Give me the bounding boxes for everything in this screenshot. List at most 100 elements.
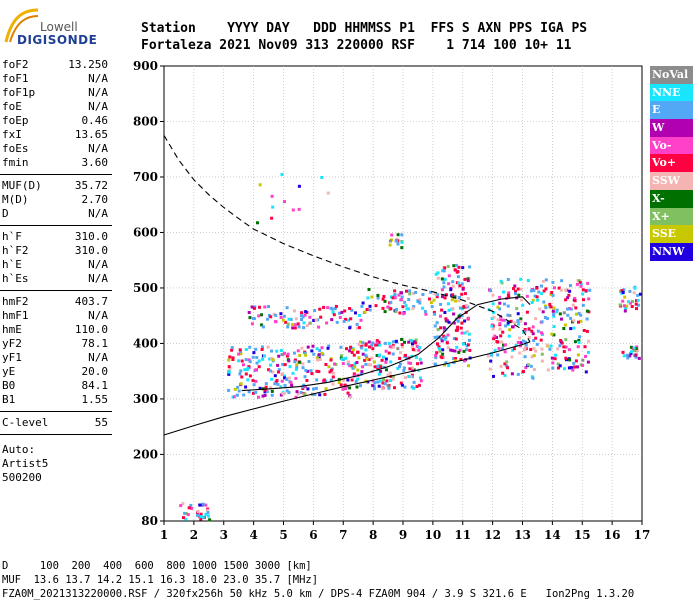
echo-point <box>239 350 242 353</box>
echo-point <box>566 296 570 300</box>
echo-point <box>233 387 237 391</box>
echo-point <box>518 351 522 355</box>
echo-point <box>311 344 315 348</box>
echo-point <box>382 355 385 359</box>
echo-point <box>396 242 400 246</box>
echo-point <box>556 362 560 366</box>
echo-point <box>236 385 240 389</box>
echo-point <box>227 365 231 369</box>
echo-point <box>437 347 441 351</box>
echo-point <box>383 299 387 303</box>
echo-point <box>410 354 414 358</box>
param-row-fof1: foF1 N/A <box>0 72 112 86</box>
x-tick-label: 10 <box>425 528 442 542</box>
echo-point <box>387 351 391 355</box>
echo-point <box>302 383 306 387</box>
echo-point <box>582 329 586 332</box>
echo-point <box>515 307 519 311</box>
echo-point <box>377 372 381 376</box>
echo-point <box>585 309 589 313</box>
echo-point <box>385 379 389 383</box>
echo-point <box>490 324 494 328</box>
echo-point <box>401 305 405 309</box>
param-row-b0: B0 84.1 <box>0 379 112 393</box>
param-row-yf1: yF1 N/A <box>0 351 112 365</box>
echo-point <box>295 390 299 394</box>
echo-point <box>315 347 319 351</box>
echo-point <box>274 320 278 324</box>
echo-point <box>433 292 437 296</box>
echo-point <box>584 370 588 374</box>
echo-point <box>386 384 390 388</box>
echo-point <box>239 352 243 356</box>
echo-point <box>294 317 298 321</box>
echo-point <box>412 340 416 344</box>
echo-point <box>391 375 395 379</box>
echo-point <box>407 375 411 378</box>
echo-point <box>524 340 527 344</box>
echo-point <box>276 382 280 386</box>
param-value: 55 <box>94 416 108 429</box>
echo-point <box>403 300 407 304</box>
echo-point <box>577 320 580 324</box>
echo-point <box>368 308 372 312</box>
echo-point <box>439 337 443 341</box>
echo-point <box>411 291 415 295</box>
echo-point <box>327 365 331 369</box>
echo-point <box>551 280 555 284</box>
echo-point <box>492 374 495 378</box>
param-row-fof1p: foF1p N/A <box>0 86 112 100</box>
echo-point <box>519 277 523 281</box>
echo-point <box>447 308 451 312</box>
echo-point <box>307 360 311 363</box>
echo-point <box>440 339 444 343</box>
echo-point <box>392 345 396 349</box>
echo-point <box>506 366 510 370</box>
echo-point <box>355 361 359 364</box>
echo-point <box>621 299 625 303</box>
echo-point <box>399 381 403 385</box>
y-tick-label: 200 <box>133 447 158 461</box>
echo-point <box>298 354 302 357</box>
echo-point <box>412 305 416 308</box>
echo-point <box>579 282 583 286</box>
echo-point <box>227 358 231 362</box>
echo-point <box>283 374 286 378</box>
profile-curve-1 <box>163 135 531 343</box>
echo-point <box>405 307 409 311</box>
echo-point <box>558 344 562 348</box>
echo-point <box>360 304 364 308</box>
echo-point <box>283 363 287 367</box>
echo-point <box>345 347 348 351</box>
echo-point <box>556 347 560 351</box>
echo-point <box>297 207 301 211</box>
echo-point <box>280 173 284 176</box>
echo-point <box>456 325 460 329</box>
echo-point <box>532 368 536 371</box>
echo-point <box>356 377 360 381</box>
echo-point <box>534 336 538 340</box>
echo-point <box>529 364 533 368</box>
echo-point <box>291 323 295 327</box>
echo-point <box>300 311 304 315</box>
echo-point <box>632 349 636 353</box>
echo-point <box>400 246 404 250</box>
echo-point <box>506 304 510 308</box>
x-tick-label: 7 <box>339 528 347 542</box>
echo-point <box>498 301 502 305</box>
echo-point <box>507 334 511 338</box>
echo-point <box>348 307 352 310</box>
echo-point <box>373 365 377 369</box>
echo-point <box>299 391 303 394</box>
param-value: 3.60 <box>81 156 109 169</box>
echo-point <box>508 314 512 318</box>
echo-point <box>439 314 442 318</box>
echo-point <box>436 293 439 297</box>
echo-point <box>388 243 392 247</box>
echo-point <box>452 357 456 360</box>
echo-point <box>417 300 421 304</box>
y-tick-label: 80 <box>141 514 158 528</box>
echo-point <box>544 287 548 291</box>
echo-point <box>585 329 589 333</box>
param-label: h`F2 <box>2 244 29 257</box>
